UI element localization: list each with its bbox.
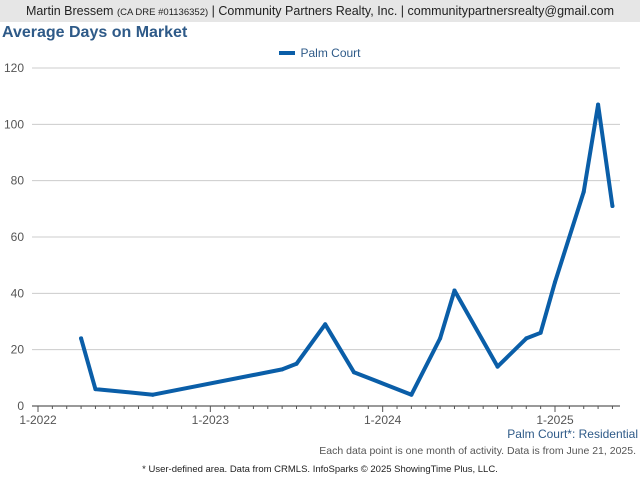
- data-point: [610, 204, 615, 209]
- agent-email[interactable]: communitypartnersrealty@gmail.com: [407, 4, 615, 18]
- y-tick-label: 100: [4, 117, 24, 131]
- chart-title: Average Days on Market: [2, 24, 188, 41]
- y-tick-label: 0: [17, 399, 24, 413]
- company-name: | Community Partners Realty, Inc. |: [211, 4, 405, 18]
- data-point: [438, 336, 443, 341]
- header-bar: Martin Bressem (CA DRE #01136352) | Comm…: [0, 0, 640, 22]
- y-tick-label: 20: [11, 343, 25, 357]
- legend[interactable]: Palm Court: [0, 46, 640, 60]
- data-point: [581, 189, 586, 194]
- data-point: [495, 364, 500, 369]
- y-tick-label: 60: [11, 230, 25, 244]
- agent-dre: (CA DRE #01136352): [116, 7, 209, 18]
- y-tick-label: 80: [11, 174, 25, 188]
- data-point: [150, 392, 155, 397]
- data-point: [538, 330, 543, 335]
- data-point: [524, 336, 529, 341]
- data-point: [596, 102, 601, 107]
- data-point: [294, 361, 299, 366]
- y-tick-label: 40: [11, 286, 25, 300]
- data-point: [553, 280, 557, 285]
- agent-name: Martin Bressem: [25, 4, 114, 18]
- data-point: [409, 392, 414, 397]
- legend-label: Palm Court: [300, 46, 361, 60]
- x-tick-label: 1-2022: [19, 413, 57, 427]
- y-tick-label: 120: [4, 61, 24, 75]
- area-label: Palm Court*: Residential: [507, 427, 638, 441]
- series-line-palm-court: [79, 102, 615, 397]
- data-point: [79, 336, 84, 341]
- data-point: [323, 322, 328, 327]
- legend-swatch: [279, 50, 296, 55]
- data-point: [280, 367, 285, 372]
- data-point: [351, 370, 356, 375]
- data-point: [93, 387, 98, 392]
- x-tick-label: 1-2024: [364, 413, 402, 427]
- x-tick-label: 1-2025: [536, 413, 574, 427]
- data-note: Each data point is one month of activity…: [319, 445, 636, 457]
- x-tick-label: 1-2023: [192, 413, 230, 427]
- footer-credit: * User-defined area. Data from CRMLS. In…: [142, 464, 498, 475]
- data-point: [452, 288, 457, 293]
